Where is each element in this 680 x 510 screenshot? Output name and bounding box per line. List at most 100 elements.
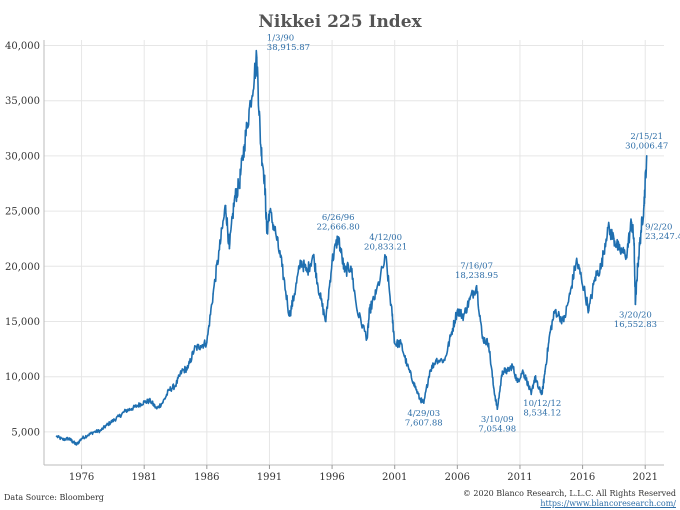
data-point xyxy=(155,407,158,410)
data-point xyxy=(268,210,271,212)
annotation-date: 2/15/21 xyxy=(630,132,663,142)
data-point xyxy=(299,259,302,262)
data-point xyxy=(487,342,490,345)
data-point xyxy=(274,232,277,234)
data-point xyxy=(249,99,252,102)
data-point xyxy=(562,320,565,323)
annotation-value: 8,534.12 xyxy=(523,408,561,418)
data-point xyxy=(118,415,120,418)
data-point xyxy=(511,364,514,367)
data-point xyxy=(618,248,620,251)
annotation-value: 7,054.98 xyxy=(478,425,516,435)
data-point xyxy=(199,344,202,347)
data-point xyxy=(228,247,231,250)
data-point xyxy=(606,226,609,229)
x-tick-label: 2011 xyxy=(507,472,532,483)
data-point xyxy=(162,401,164,403)
data-point xyxy=(501,370,504,372)
annotation-value: 22,666.80 xyxy=(317,222,360,232)
annotation-value: 7,607.88 xyxy=(405,419,443,429)
annotation-value: 16,552.83 xyxy=(614,320,657,330)
data-point xyxy=(112,420,114,422)
data-point xyxy=(331,259,333,262)
data-point xyxy=(525,378,528,380)
data-point xyxy=(456,309,459,312)
data-point xyxy=(435,359,437,361)
data-point xyxy=(72,441,74,443)
data-point xyxy=(61,438,64,441)
data-point xyxy=(630,221,633,223)
series-line xyxy=(56,49,648,446)
annotation-date: 4/29/03 xyxy=(407,409,440,419)
data-point xyxy=(124,410,127,412)
data-point xyxy=(541,392,544,394)
data-point xyxy=(149,400,152,402)
annotation-date: 1/3/90 xyxy=(267,33,294,43)
data-point xyxy=(492,386,495,389)
data-point xyxy=(366,337,368,339)
y-tick-label: 5,000 xyxy=(11,427,40,438)
grid xyxy=(44,40,664,465)
annotation-value: 23,247.45 xyxy=(645,232,680,242)
data-point xyxy=(293,293,296,295)
data-point xyxy=(450,333,452,336)
data-point xyxy=(206,341,208,344)
data-point xyxy=(544,370,546,372)
data-point xyxy=(506,370,509,372)
data-point xyxy=(496,408,499,410)
y-tick-label: 25,000 xyxy=(5,207,40,218)
data-point xyxy=(337,236,340,238)
data-point xyxy=(600,265,603,268)
y-tick-label: 40,000 xyxy=(5,41,40,52)
data-point xyxy=(68,437,70,440)
data-point xyxy=(391,315,394,317)
data-point xyxy=(643,204,645,207)
data-point xyxy=(168,389,171,391)
annotation-value: 18,238.95 xyxy=(455,271,498,281)
data-point xyxy=(288,315,291,317)
data-point xyxy=(613,237,615,240)
data-point xyxy=(400,342,402,345)
annotation-value: 20,833.21 xyxy=(364,243,407,253)
website-link[interactable]: https://www.blancoresearch.com/ xyxy=(540,499,676,508)
data-point xyxy=(137,404,139,407)
data-point xyxy=(422,402,425,404)
data-point xyxy=(640,229,642,232)
annotation-date: 6/26/96 xyxy=(322,213,355,223)
data-point xyxy=(469,298,471,301)
y-tick-label: 35,000 xyxy=(5,96,40,107)
annotation-date: 3/10/09 xyxy=(481,415,514,425)
data-point xyxy=(549,331,551,334)
data-point xyxy=(569,293,571,295)
data-point xyxy=(368,309,371,312)
data-point xyxy=(193,348,196,350)
data-point xyxy=(87,434,89,436)
annotation-date: 7/16/07 xyxy=(460,262,493,272)
data-point xyxy=(238,182,241,185)
data-point xyxy=(645,155,648,157)
annotation-date: 9/2/20 xyxy=(645,222,672,232)
data-point xyxy=(521,370,524,372)
data-point xyxy=(180,370,183,372)
data-point xyxy=(636,265,639,268)
annotation-date: 10/12/12 xyxy=(523,399,561,409)
y-tick-label: 30,000 xyxy=(5,151,40,162)
data-point xyxy=(259,144,262,146)
data-point xyxy=(143,401,146,403)
data-point xyxy=(243,144,246,146)
data-point xyxy=(312,254,315,257)
x-tick-label: 2016 xyxy=(570,472,595,483)
x-tick-label: 1981 xyxy=(131,472,156,483)
annotation-date: 4/12/00 xyxy=(369,233,402,243)
data-point xyxy=(475,284,478,287)
data-point xyxy=(93,431,95,433)
data-point xyxy=(130,407,133,410)
data-point xyxy=(375,293,377,295)
data-point xyxy=(462,315,465,317)
data-point xyxy=(75,443,78,446)
data-point xyxy=(481,337,484,339)
data-point xyxy=(318,293,321,295)
data-point xyxy=(55,435,58,438)
data-point xyxy=(218,248,221,251)
